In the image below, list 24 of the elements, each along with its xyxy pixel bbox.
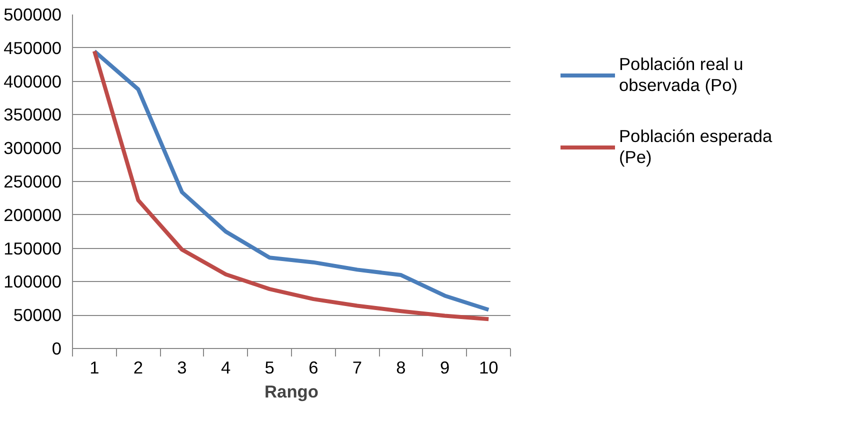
y-tick-label: 50000 [13,305,62,326]
x-tick-label: 4 [220,358,231,378]
x-tick-label: 9 [440,358,450,378]
y-tick-label: 100000 [4,272,62,292]
legend-label: Población real u observada (Po) [619,54,744,96]
x-tick-label: 2 [133,358,144,378]
y-tick-label: 400000 [4,71,62,92]
x-tick-label: 1 [90,358,100,378]
y-tick-label: 450000 [4,38,62,58]
y-tick-label: 250000 [4,172,62,192]
y-tick-label: 200000 [4,204,62,225]
y-tick-label: 350000 [4,104,62,125]
x-tick-label: 3 [177,358,187,378]
x-tick-label: 6 [308,358,318,378]
x-tick-label: 5 [264,358,274,378]
x-tick-label: 10 [478,358,498,378]
x-axis-title: Rango [264,382,318,402]
x-tick-label: 7 [352,358,362,378]
y-tick-label: 0 [52,338,62,358]
y-tick-label: 300000 [4,138,62,158]
y-tick-label: 500000 [4,4,62,24]
x-tick-label: 8 [396,358,406,378]
y-tick-label: 150000 [4,238,62,258]
legend-label: Población esperada (Pe) [619,126,772,168]
